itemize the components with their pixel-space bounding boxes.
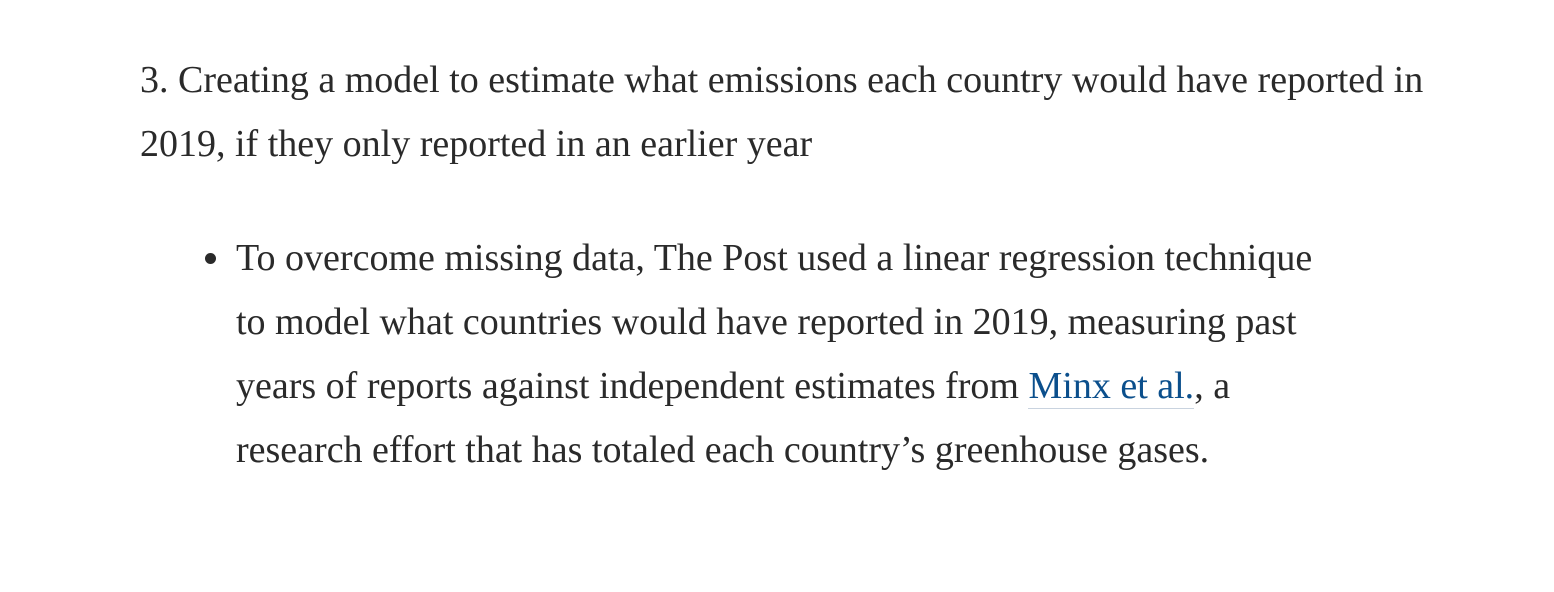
bullet-text-before: To overcome missing data, The Post used … [236, 237, 1313, 407]
article-section: 3. Creating a model to estimate what emi… [140, 48, 1440, 471]
minx-et-al-link[interactable]: Minx et al. [1028, 365, 1195, 409]
bullet-text-after: , a research effort that has totaled eac… [236, 365, 1231, 471]
bullet-list: To overcome missing data, The Post used … [205, 226, 1316, 482]
section-heading: 3. Creating a model to estimate what emi… [140, 59, 1424, 165]
bullet-dot-icon [205, 253, 216, 264]
list-item: To overcome missing data, The Post used … [205, 226, 1316, 482]
